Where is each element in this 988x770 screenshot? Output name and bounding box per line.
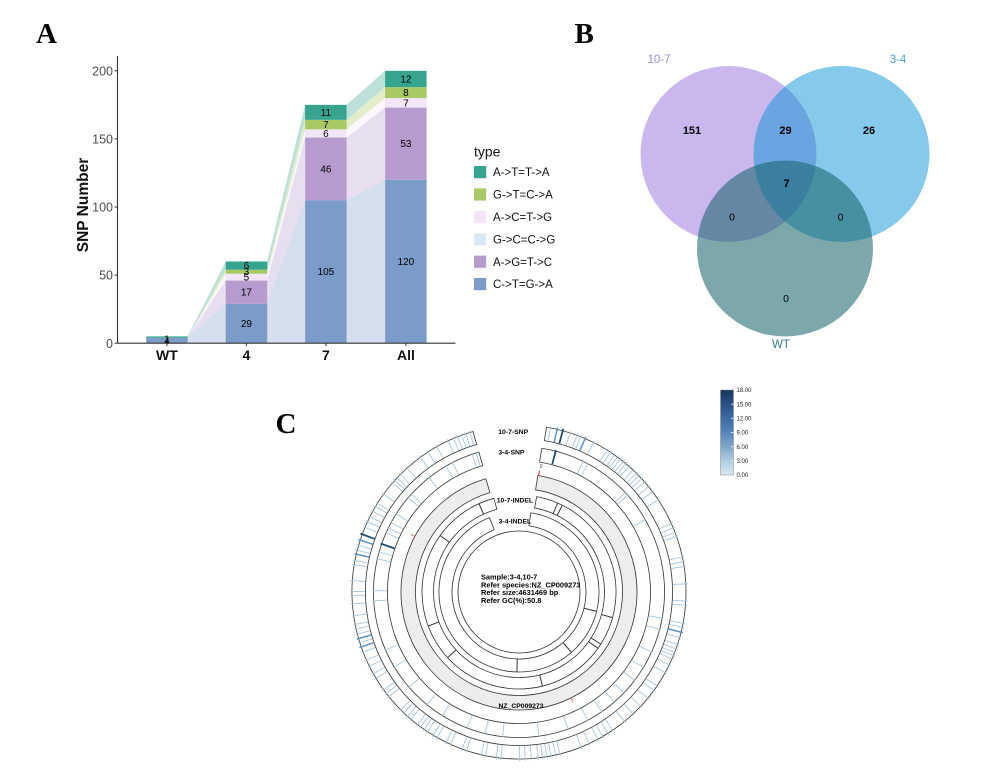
svg-text:A->C=T->G: A->C=T->G [493, 212, 552, 224]
svg-text:0: 0 [106, 337, 113, 351]
svg-text:7: 7 [403, 98, 409, 109]
svg-text:A: A [36, 18, 57, 50]
svg-text:3-4-INDEL: 3-4-INDEL [499, 518, 531, 525]
svg-text:11: 11 [321, 108, 332, 119]
svg-text:SNP Number: SNP Number [75, 158, 92, 252]
svg-text:6.00: 6.00 [737, 445, 749, 451]
svg-text:29: 29 [779, 125, 791, 137]
svg-text:100: 100 [92, 201, 113, 215]
svg-text:6: 6 [323, 129, 329, 140]
svg-text:NZ_CP009273: NZ_CP009273 [499, 703, 544, 710]
svg-text:B: B [575, 18, 594, 50]
svg-text:4: 4 [243, 347, 251, 363]
svg-text:WT: WT [156, 347, 178, 363]
svg-text:G->C=C->G: G->C=C->G [493, 234, 555, 246]
svg-text:26: 26 [863, 125, 875, 137]
svg-text:G->T=C->A: G->T=C->A [493, 190, 553, 202]
svg-text:A->T=T->A: A->T=T->A [493, 167, 550, 179]
svg-text:1: 1 [164, 334, 169, 345]
svg-text:10-7-SNP: 10-7-SNP [498, 429, 528, 436]
svg-text:WT: WT [772, 339, 790, 351]
svg-text:Refer GC(%):50.8: Refer GC(%):50.8 [481, 596, 541, 605]
svg-text:3-4-SNP: 3-4-SNP [498, 450, 525, 457]
svg-text:A->G=T->C: A->G=T->C [493, 257, 552, 269]
svg-text:10-7: 10-7 [647, 54, 670, 66]
svg-text:46: 46 [320, 164, 332, 175]
svg-text:53: 53 [400, 139, 412, 150]
svg-text:17: 17 [241, 288, 253, 299]
svg-text:Sample:3-4,10-7: Sample:3-4,10-7 [481, 573, 537, 582]
svg-text:5: 5 [244, 273, 250, 284]
svg-text:0.00: 0.00 [737, 473, 749, 479]
svg-text:0: 0 [783, 293, 789, 305]
svg-text:3-4: 3-4 [890, 54, 907, 66]
svg-text:50: 50 [99, 269, 113, 283]
svg-text:7: 7 [783, 178, 789, 190]
svg-text:6: 6 [244, 261, 250, 272]
svg-text:0: 0 [540, 464, 543, 470]
svg-text:15.00: 15.00 [737, 402, 753, 408]
svg-text:9.00: 9.00 [737, 431, 749, 437]
svg-text:type: type [474, 143, 501, 159]
svg-text:C->T=G->A: C->T=G->A [493, 279, 553, 291]
svg-text:200: 200 [92, 64, 113, 78]
svg-text:8: 8 [403, 88, 409, 99]
svg-text:12: 12 [400, 75, 412, 86]
svg-text:3.00: 3.00 [737, 459, 749, 465]
svg-text:Refer species:NZ_CP009273: Refer species:NZ_CP009273 [481, 580, 580, 589]
svg-text:4: 4 [164, 336, 169, 347]
svg-text:Refer size:4631469 bp: Refer size:4631469 bp [481, 588, 559, 597]
svg-text:All: All [397, 347, 415, 363]
svg-text:7: 7 [322, 347, 330, 363]
svg-text:120: 120 [398, 257, 415, 268]
svg-text:10-7-INDEL: 10-7-INDEL [497, 497, 533, 504]
svg-text:12.00: 12.00 [737, 417, 753, 423]
svg-text:C: C [276, 408, 297, 440]
svg-text:0: 0 [838, 212, 844, 224]
svg-text:29: 29 [241, 319, 253, 330]
svg-text:18.00: 18.00 [737, 388, 753, 394]
svg-text:105: 105 [318, 267, 335, 278]
svg-text:0: 0 [729, 212, 735, 224]
svg-text:7: 7 [323, 120, 329, 131]
svg-text:151: 151 [683, 125, 701, 137]
svg-text:150: 150 [92, 133, 113, 147]
svg-text:3: 3 [244, 267, 250, 278]
